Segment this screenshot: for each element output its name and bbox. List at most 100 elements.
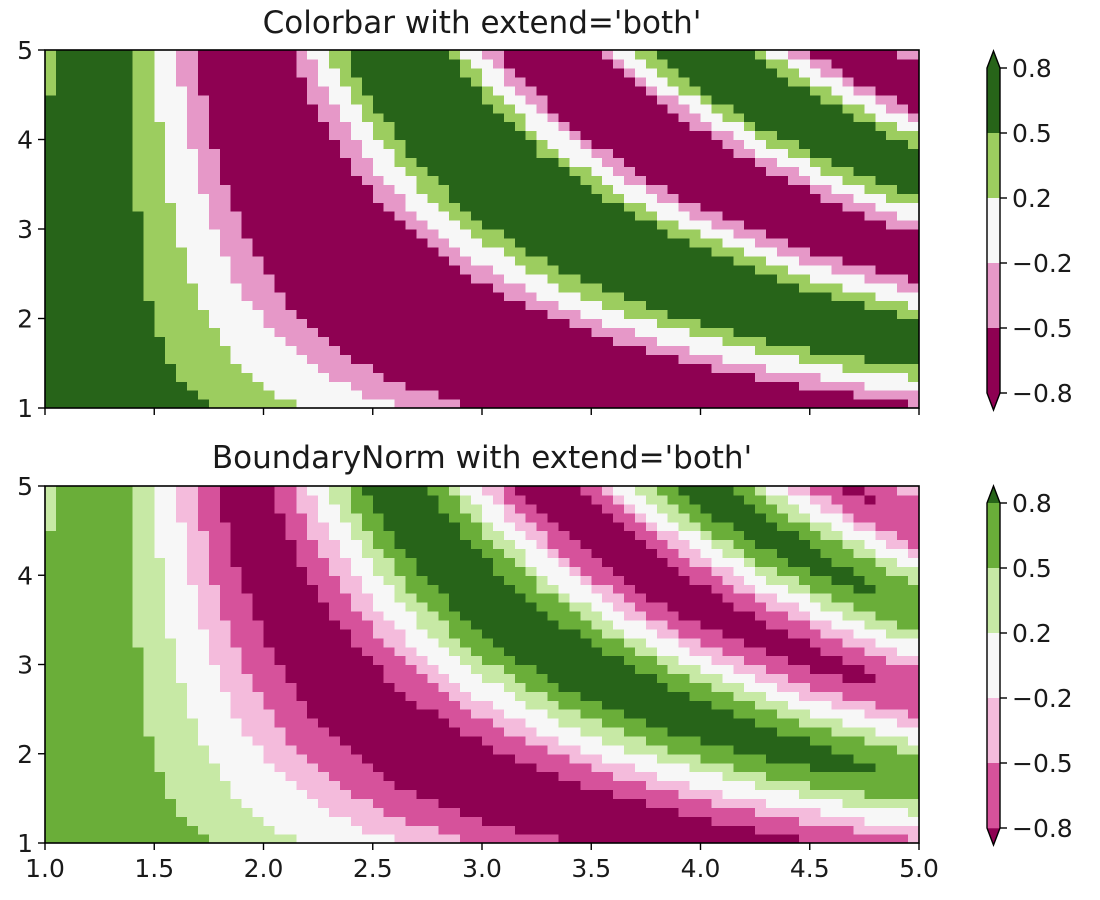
heatmap-cell [787, 372, 800, 382]
heatmap-cell [165, 512, 177, 523]
heatmap-cell [897, 175, 909, 185]
heatmap-cell [503, 566, 516, 576]
heatmap-cell [121, 718, 133, 728]
heatmap-cell [230, 557, 243, 567]
heatmap-cell [99, 67, 112, 78]
heatmap-cell [383, 121, 396, 132]
heatmap-cell [132, 166, 144, 176]
heatmap-cell [143, 291, 155, 302]
heatmap-cell [350, 825, 363, 835]
heatmap-cell [143, 354, 155, 364]
heatmap-cell [864, 94, 876, 105]
heatmap-cell [864, 372, 876, 382]
heatmap-cell [154, 318, 166, 329]
heatmap-cell [372, 94, 385, 105]
heatmap-cell [187, 85, 199, 96]
heatmap-cell [394, 157, 407, 167]
heatmap-cell [525, 327, 538, 337]
heatmap-cell [197, 282, 210, 293]
heatmap-cell [460, 381, 472, 391]
heatmap-cell [449, 282, 461, 293]
heatmap-cell [711, 390, 723, 400]
heatmap-cell [547, 354, 560, 364]
heatmap-cell [438, 735, 450, 746]
heatmap-cell [624, 381, 636, 391]
heatmap-cell [165, 825, 177, 835]
heatmap-cell [66, 664, 79, 675]
heatmap-cell [241, 718, 254, 728]
heatmap-cell [197, 157, 210, 167]
heatmap-cell [285, 112, 297, 123]
heatmap-cell [88, 798, 101, 808]
heatmap-cell [405, 103, 418, 114]
heatmap-cell [132, 682, 144, 692]
heatmap-cell [471, 327, 483, 337]
heatmap-cell [613, 175, 625, 185]
heatmap-cell [187, 512, 199, 523]
heatmap-cell [197, 211, 210, 221]
heatmap-cell [383, 825, 396, 835]
heatmap-cell [165, 345, 177, 355]
heatmap-cell [460, 575, 472, 585]
heatmap-cell [55, 58, 68, 69]
heatmap-cell [394, 709, 407, 719]
heatmap-cell [99, 327, 112, 337]
heatmap-cell [787, 399, 800, 409]
heatmap-cell [624, 229, 636, 239]
heatmap-cell [820, 282, 833, 293]
heatmap-cell [492, 655, 505, 666]
heatmap-cell [274, 76, 286, 87]
heatmap-cell [722, 76, 734, 87]
heatmap-cell [55, 354, 68, 364]
heatmap-cell [438, 229, 450, 239]
heatmap-cell [514, 327, 527, 337]
heatmap-cell [427, 76, 439, 87]
heatmap-cell [798, 220, 811, 230]
heatmap-cell [197, 521, 210, 532]
heatmap-cell [744, 354, 756, 364]
heatmap-cell [318, 399, 330, 409]
heatmap-cell [45, 593, 57, 603]
heatmap-cell [558, 300, 571, 311]
heatmap-cell [252, 735, 265, 746]
heatmap-cell [482, 726, 494, 737]
heatmap-cell [427, 157, 439, 167]
heatmap-cell [886, 327, 898, 337]
heatmap-cell [45, 327, 57, 337]
heatmap-cell [197, 193, 210, 203]
heatmap-cell [99, 157, 112, 167]
heatmap-cell [482, 610, 494, 621]
heatmap-cell [339, 673, 352, 683]
heatmap-cell [405, 548, 418, 559]
heatmap-cell [875, 166, 887, 176]
heatmap-cell [711, 94, 723, 105]
heatmap-cell [449, 103, 461, 114]
heatmap-cell [886, 220, 898, 230]
heatmap-cell [776, 58, 789, 69]
heatmap-cell [372, 709, 385, 719]
heatmap-cell [154, 354, 166, 364]
heatmap-cell [77, 336, 90, 346]
heatmap-cell [252, 327, 265, 337]
heatmap-cell [350, 354, 363, 364]
heatmap-cell [656, 76, 669, 87]
colorbar-tick-label: 0.8 [1012, 54, 1052, 83]
heatmap-cell [143, 193, 155, 203]
heatmap-cell [514, 130, 527, 141]
heatmap-cell [350, 264, 363, 275]
heatmap-cell [722, 50, 734, 60]
heatmap-cell [165, 121, 177, 132]
heatmap-cell [449, 619, 461, 630]
heatmap-cell [110, 76, 123, 87]
heatmap-cell [208, 726, 221, 737]
heatmap-cell [449, 530, 461, 541]
heatmap-cell [897, 103, 909, 114]
heatmap-cell [285, 566, 297, 576]
heatmap-cell [787, 50, 800, 60]
heatmap-cell [230, 628, 243, 639]
heatmap-cell [886, 336, 898, 346]
heatmap-cell [372, 291, 385, 302]
heatmap-cell [318, 130, 330, 141]
heatmap-cell [613, 273, 625, 284]
heatmap-cell [274, 691, 286, 701]
